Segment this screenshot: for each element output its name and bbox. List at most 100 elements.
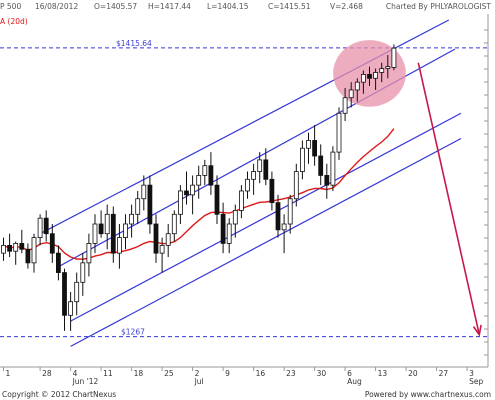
low-label: L=1404.15 xyxy=(207,2,249,11)
candle-body xyxy=(147,184,153,225)
candle xyxy=(385,54,391,79)
candle xyxy=(190,175,196,215)
high-label: H=1417.44 xyxy=(148,2,191,11)
candle xyxy=(43,210,49,242)
candle xyxy=(31,233,37,273)
channel-line xyxy=(70,112,462,322)
candle-body xyxy=(318,155,324,176)
candle xyxy=(275,194,281,238)
candle-body xyxy=(7,244,12,252)
candle xyxy=(98,210,104,238)
candle xyxy=(19,229,25,254)
candle xyxy=(196,165,202,199)
moving-average xyxy=(3,128,395,260)
candle xyxy=(379,62,385,83)
projection-shaft xyxy=(417,62,481,335)
candle-body xyxy=(25,248,31,264)
candle-body xyxy=(129,213,135,225)
candle-body xyxy=(293,171,299,200)
candle-body xyxy=(13,243,19,252)
candle-body xyxy=(379,68,385,73)
candle-body xyxy=(312,140,318,157)
level-label: $1267 xyxy=(121,328,145,337)
candle xyxy=(214,175,220,224)
candle-body xyxy=(37,217,43,239)
candle xyxy=(56,245,61,281)
candle xyxy=(25,243,31,269)
chart-footer: Copyright © 2012 ChartNexus Powered by w… xyxy=(2,390,491,399)
candle-body xyxy=(281,223,287,231)
candle-body xyxy=(226,223,232,244)
candle xyxy=(251,163,257,195)
candle-body xyxy=(92,223,98,244)
candle xyxy=(49,224,55,263)
candle xyxy=(141,175,147,211)
candle xyxy=(110,206,116,263)
candle xyxy=(336,107,342,160)
volume-label: V=2.468 xyxy=(330,2,363,11)
date-tick-label: 1 xyxy=(6,369,11,378)
candle-body xyxy=(184,190,189,196)
candle-body xyxy=(354,81,360,91)
date-tick-label: 6 xyxy=(347,369,352,378)
candle xyxy=(220,202,226,254)
candle xyxy=(257,152,263,184)
projection-arrow xyxy=(417,62,482,337)
horizontal-levels: $1415.64 $1267 xyxy=(0,39,488,338)
candle-body xyxy=(177,190,183,215)
candle-body xyxy=(385,66,391,69)
candle xyxy=(37,214,43,246)
candle-body xyxy=(238,190,244,211)
date-tick-label: 3 xyxy=(469,369,474,378)
candle-body xyxy=(299,147,305,172)
candle xyxy=(348,82,354,108)
candle-body xyxy=(43,217,49,235)
candle xyxy=(153,214,159,263)
chart-header: P 500 16/08/2012 O=1405.57 H=1417.44 L=1… xyxy=(0,2,491,26)
candle xyxy=(299,140,305,180)
candle-body xyxy=(141,184,147,200)
candle xyxy=(263,148,269,186)
month-label: Aug xyxy=(347,377,362,386)
price-axis-ticks xyxy=(484,29,488,356)
level-label: $1415.64 xyxy=(116,39,152,48)
candle xyxy=(208,152,214,195)
ma-legend-label: A (20d) xyxy=(0,17,28,26)
candle xyxy=(293,163,299,207)
plot-frame xyxy=(0,14,489,368)
candle xyxy=(330,146,336,191)
date-tick-label: 23 xyxy=(286,369,296,378)
candle-body xyxy=(367,74,372,79)
candle xyxy=(202,159,208,186)
projection-head xyxy=(472,324,482,337)
date-label: 16/08/2012 xyxy=(35,2,78,11)
ma-line xyxy=(3,128,395,260)
candle xyxy=(92,214,98,254)
candle xyxy=(373,68,379,90)
candle xyxy=(74,272,80,316)
candle-body xyxy=(232,209,238,225)
candle xyxy=(129,204,135,238)
candle xyxy=(159,237,165,273)
candle-body xyxy=(74,281,80,303)
candle-body xyxy=(190,184,196,196)
candle-body xyxy=(263,159,269,180)
candle-body xyxy=(165,233,171,246)
candle xyxy=(184,171,189,205)
candle xyxy=(62,268,67,331)
date-tick-label: 20 xyxy=(408,369,418,378)
candle-body xyxy=(68,301,73,316)
copyright-text: Copyright © 2012 ChartNexus xyxy=(2,390,116,399)
candle xyxy=(86,233,92,277)
candle xyxy=(245,171,250,199)
candle-body xyxy=(373,72,379,79)
candle xyxy=(147,175,153,234)
candle-body xyxy=(336,112,342,153)
candle-body xyxy=(220,213,226,244)
candle xyxy=(123,214,128,250)
month-label: Jun '12 xyxy=(72,377,99,386)
candle xyxy=(360,70,366,94)
candle xyxy=(13,241,19,265)
candle-body xyxy=(257,159,263,172)
